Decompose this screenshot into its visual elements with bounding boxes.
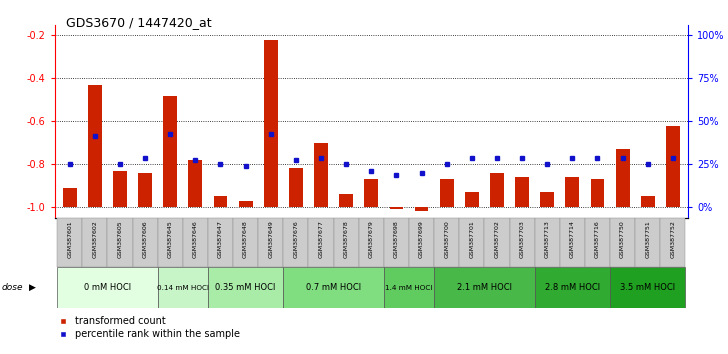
Text: GSM387701: GSM387701	[470, 220, 475, 258]
Text: dose: dose	[1, 283, 23, 292]
Text: GSM387646: GSM387646	[193, 220, 198, 258]
Text: 0.14 mM HOCl: 0.14 mM HOCl	[157, 285, 209, 291]
Text: 0.35 mM HOCl: 0.35 mM HOCl	[215, 283, 276, 292]
Bar	[158, 267, 208, 308]
Text: GSM387752: GSM387752	[670, 220, 676, 258]
Bar	[309, 218, 333, 267]
Text: 1.4 mM HOCl: 1.4 mM HOCl	[385, 285, 432, 291]
Bar	[365, 179, 378, 207]
Text: GSM387649: GSM387649	[268, 220, 273, 258]
Text: GSM387605: GSM387605	[117, 220, 122, 258]
Text: GSM387700: GSM387700	[444, 220, 449, 258]
Bar	[635, 218, 660, 267]
Text: GSM387647: GSM387647	[218, 220, 223, 258]
Bar	[258, 218, 283, 267]
Bar	[666, 126, 680, 207]
Bar	[57, 267, 158, 308]
Bar	[389, 207, 403, 209]
Bar	[158, 218, 183, 267]
Text: GDS3670 / 1447420_at: GDS3670 / 1447420_at	[66, 16, 211, 29]
Bar	[610, 218, 635, 267]
Bar	[384, 267, 434, 308]
Text: GSM387698: GSM387698	[394, 220, 399, 258]
Text: GSM387703: GSM387703	[520, 220, 525, 258]
Text: 2.8 mM HOCl: 2.8 mM HOCl	[545, 283, 600, 292]
Bar	[63, 188, 76, 207]
Text: 3.5 mM HOCl: 3.5 mM HOCl	[620, 283, 676, 292]
Bar	[57, 218, 82, 267]
Text: 2.1 mM HOCl: 2.1 mM HOCl	[457, 283, 512, 292]
Bar	[566, 177, 579, 207]
Text: GSM387676: GSM387676	[293, 220, 298, 258]
Legend: transformed count, percentile rank within the sample: transformed count, percentile rank withi…	[60, 316, 240, 339]
Bar	[409, 218, 434, 267]
Text: 0.7 mM HOCl: 0.7 mM HOCl	[306, 283, 361, 292]
Bar	[585, 218, 610, 267]
Text: GSM387677: GSM387677	[319, 220, 323, 258]
Bar	[163, 96, 177, 207]
Bar	[239, 201, 253, 207]
Bar	[283, 267, 384, 308]
Bar	[333, 218, 359, 267]
Text: GSM387678: GSM387678	[344, 220, 349, 258]
Bar	[233, 218, 258, 267]
Bar	[610, 267, 686, 308]
Text: GSM387606: GSM387606	[143, 220, 148, 258]
Bar	[289, 169, 303, 207]
Bar	[384, 218, 409, 267]
Bar	[484, 218, 510, 267]
Bar	[339, 194, 353, 207]
Bar	[440, 179, 454, 207]
Text: GSM387714: GSM387714	[570, 220, 575, 258]
Bar	[590, 179, 604, 207]
Bar	[515, 177, 529, 207]
Bar	[82, 218, 108, 267]
Bar	[534, 218, 560, 267]
Text: GSM387679: GSM387679	[369, 220, 373, 258]
Text: GSM387699: GSM387699	[419, 220, 424, 258]
Text: 0 mM HOCl: 0 mM HOCl	[84, 283, 131, 292]
Bar	[510, 218, 534, 267]
Bar	[434, 267, 534, 308]
Bar	[264, 40, 277, 207]
Text: GSM387645: GSM387645	[167, 220, 173, 258]
Text: GSM387702: GSM387702	[494, 220, 499, 258]
Bar	[113, 171, 127, 207]
Bar	[189, 160, 202, 207]
Bar	[208, 267, 283, 308]
Text: ▶: ▶	[29, 283, 36, 292]
Bar	[660, 218, 686, 267]
Bar	[415, 207, 429, 211]
Bar	[108, 218, 132, 267]
Bar	[641, 196, 654, 207]
Text: GSM387648: GSM387648	[243, 220, 248, 258]
Bar	[88, 85, 102, 207]
Bar	[314, 143, 328, 207]
Bar	[534, 267, 610, 308]
Bar	[616, 149, 630, 207]
Bar	[560, 218, 585, 267]
Bar	[138, 173, 152, 207]
Bar	[540, 192, 554, 207]
Bar	[208, 218, 233, 267]
Text: GSM387601: GSM387601	[67, 220, 72, 258]
Bar	[459, 218, 484, 267]
Bar	[359, 218, 384, 267]
Bar	[213, 196, 227, 207]
Text: GSM387713: GSM387713	[545, 220, 550, 258]
Bar	[183, 218, 208, 267]
Bar	[434, 218, 459, 267]
Text: GSM387602: GSM387602	[92, 220, 98, 258]
Text: GSM387716: GSM387716	[595, 220, 600, 258]
Bar	[132, 218, 158, 267]
Bar	[283, 218, 309, 267]
Text: GSM387751: GSM387751	[645, 220, 650, 258]
Bar	[465, 192, 479, 207]
Text: GSM387750: GSM387750	[620, 220, 625, 258]
Bar	[490, 173, 504, 207]
